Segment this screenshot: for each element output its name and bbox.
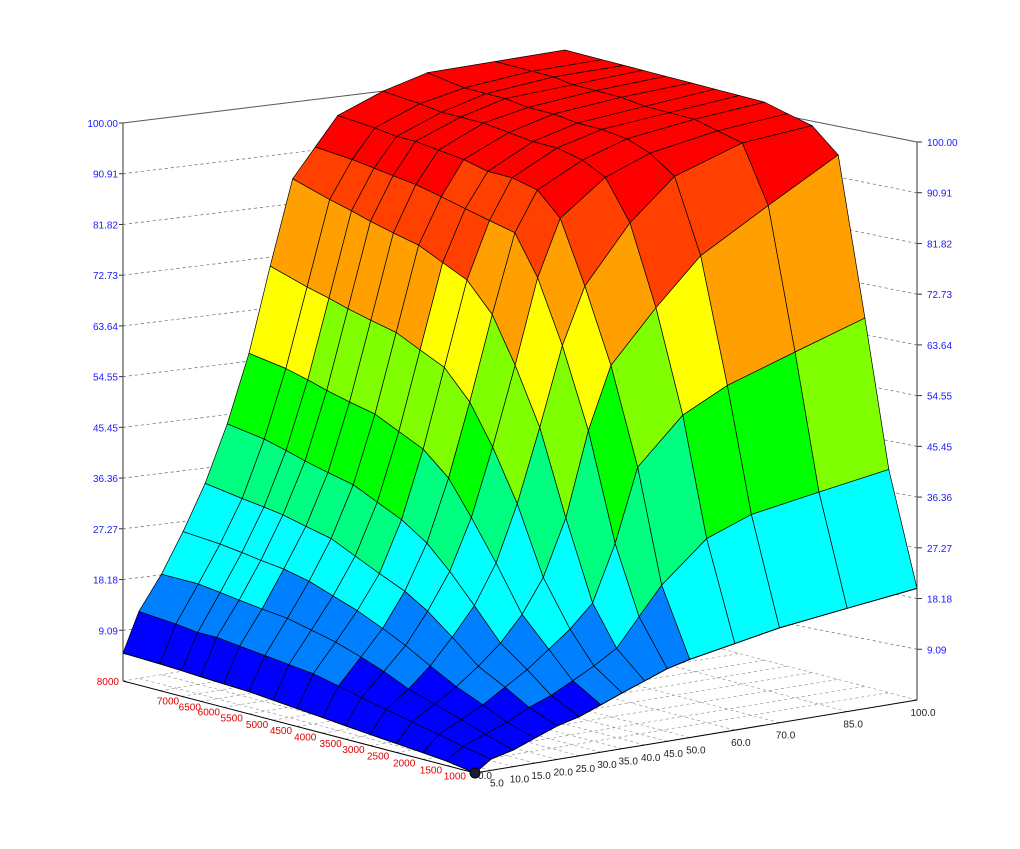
z-tick-label-left: 18.18 bbox=[93, 576, 118, 587]
axis-labels: 100.00 100.00 90.91 90.91 81.82 81.82 72.73 72.… bbox=[87, 119, 958, 789]
z-tick-label-left: 45.45 bbox=[93, 423, 118, 434]
z-tick-label-right: 27.27 bbox=[927, 544, 952, 555]
y-tick-label: 5500 bbox=[221, 713, 244, 724]
z-tick-label-right: 36.36 bbox=[927, 493, 952, 504]
x-tick-label: 25.0 bbox=[576, 764, 596, 775]
z-tick-label-right: 72.73 bbox=[927, 290, 952, 301]
z-tick-label-right: 9.09 bbox=[927, 645, 947, 656]
y-tick-label: 2000 bbox=[393, 758, 416, 769]
y-tick-label: 6500 bbox=[179, 702, 202, 713]
x-tick-label: 30.0 bbox=[597, 760, 617, 771]
y-tick-label: 7000 bbox=[157, 697, 180, 708]
x-tick-label: 35.0 bbox=[618, 757, 638, 768]
z-tick-label-left: 27.27 bbox=[93, 525, 118, 536]
x-tick-label-origin: 0.0 bbox=[478, 771, 492, 782]
z-tick-label-left: 63.64 bbox=[93, 322, 118, 333]
y-tick-label: 4000 bbox=[294, 733, 317, 744]
z-tick-label-right: 90.91 bbox=[927, 189, 952, 200]
z-tick-label-left: 9.09 bbox=[99, 626, 119, 637]
y-tick-label: 1500 bbox=[420, 765, 443, 776]
z-tick-label-left: 81.82 bbox=[93, 220, 118, 231]
z-tick-label-left: 36.36 bbox=[93, 474, 118, 485]
x-tick-label: 45.0 bbox=[664, 749, 684, 760]
z-tick-label-right: 100.00 bbox=[927, 138, 958, 149]
z-tick-label-right: 54.55 bbox=[927, 392, 952, 403]
x-tick-label: 60.0 bbox=[731, 738, 751, 749]
y-tick-label: 5000 bbox=[246, 720, 269, 731]
surface-front-edge-y bbox=[122, 652, 476, 774]
floor-gridline-x bbox=[564, 607, 918, 701]
x-tick-label: 20.0 bbox=[553, 767, 573, 778]
x-tick-label: 15.0 bbox=[531, 771, 551, 782]
z-tick-label-left: 54.55 bbox=[93, 373, 118, 384]
y-tick-label: 3500 bbox=[319, 739, 342, 750]
x-tick-label: 50.0 bbox=[686, 746, 706, 757]
x-tick-label: 70.0 bbox=[776, 731, 796, 742]
x-tick-label: 85.0 bbox=[843, 720, 863, 731]
surface-mesh bbox=[122, 49, 918, 774]
surface-front-edge-x bbox=[474, 587, 918, 774]
z-tick-label-right: 81.82 bbox=[927, 239, 952, 250]
y-tick-label: 8000 bbox=[97, 677, 120, 688]
x-tick-label: 5.0 bbox=[490, 778, 504, 789]
z-tick-label-right: 45.45 bbox=[927, 442, 952, 453]
y-axis-line bbox=[122, 680, 476, 774]
floor-gridline-y bbox=[446, 692, 889, 766]
origin-marker bbox=[469, 767, 481, 779]
y-tick-label: 1000 bbox=[444, 772, 467, 783]
x-tick-label: 40.0 bbox=[641, 753, 661, 764]
y-tick-label: 2500 bbox=[367, 752, 390, 763]
z-tick-label-right: 63.64 bbox=[927, 341, 952, 352]
z-tick-label-left: 72.73 bbox=[93, 271, 118, 282]
x-tick-label: 100.0 bbox=[910, 708, 935, 719]
x-tick-label: 10.0 bbox=[510, 775, 530, 786]
z-tick-label-left: 90.91 bbox=[93, 170, 118, 181]
x-axis-line bbox=[474, 699, 918, 774]
y-tick-label: 4500 bbox=[270, 726, 293, 737]
y-tick-label: 6000 bbox=[198, 707, 221, 718]
z-tick-label-right: 18.18 bbox=[927, 595, 952, 606]
y-tick-label: 3000 bbox=[342, 745, 365, 756]
z-tick-label-left: 100.00 bbox=[87, 119, 118, 130]
